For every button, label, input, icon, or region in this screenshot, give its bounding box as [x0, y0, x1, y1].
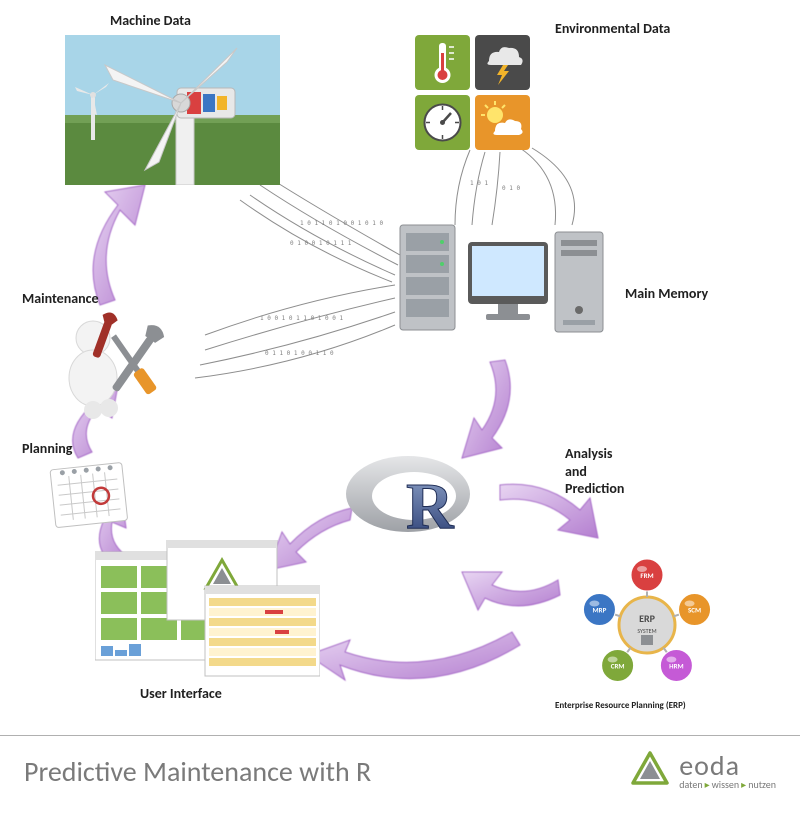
analysis-label: Analysis and Prediction: [565, 445, 624, 498]
planning-label: Planning: [22, 440, 72, 457]
svg-text:1 0 1: 1 0 1: [470, 180, 488, 187]
erp-module-mrp: MRP: [583, 594, 615, 626]
page-title: Predictive Maintenance with R: [24, 754, 371, 789]
logo-tagline: daten▸wissen▸nutzen: [679, 780, 776, 790]
brand-logo: eoda daten▸wissen▸nutzen: [629, 750, 776, 792]
planning-image: [40, 460, 135, 540]
ui-image: eoda: [95, 540, 320, 680]
maintenance-label: Maintenance: [22, 290, 99, 307]
stream-maint-to-memory: [195, 285, 395, 378]
svg-text:SCM: SCM: [688, 606, 701, 615]
erp-module-hrm: HRM: [660, 649, 692, 681]
erp-module-crm: CRM: [602, 649, 634, 681]
svg-text:R: R: [406, 470, 455, 543]
stream-machine-to-memory: [240, 175, 400, 282]
analysis-label-line1: Analysis: [565, 445, 613, 462]
svg-text:0 1 1 0 1 0 0 1 1 0: 0 1 1 0 1 0 0 1 1 0: [265, 350, 334, 357]
footer: Predictive Maintenance with R eoda daten…: [0, 735, 800, 792]
erp-module-scm: SCM: [679, 594, 711, 626]
stream-env-to-memory: [455, 148, 575, 225]
erp-module-frm: FRM: [631, 559, 663, 591]
r-logo: R: [340, 450, 480, 545]
maintenance-image: [55, 310, 195, 420]
arrow-erp-to-analysis-bottom: [462, 572, 560, 610]
svg-text:CRM: CRM: [611, 661, 625, 670]
env-data-tiles: [415, 35, 535, 155]
svg-text:MRP: MRP: [593, 606, 607, 615]
logo-brand-text: eoda: [679, 752, 776, 780]
analysis-label-line2: and: [565, 463, 587, 480]
erp-center-label: ERP: [639, 612, 656, 625]
machine-data-label: Machine Data: [110, 12, 191, 29]
main-memory-label: Main Memory: [625, 285, 708, 302]
analysis-label-line3: Prediction: [565, 480, 624, 497]
svg-text:1 0 1 1 0 1 0 0 1 0 1 0: 1 0 1 1 0 1 0 0 1 0 1 0: [300, 220, 383, 227]
erp-image: ERP SYSTEM FRM SCM HRM CRM MRP: [555, 555, 740, 695]
svg-text:HRM: HRM: [669, 661, 683, 670]
ui-label: User Interface: [140, 685, 222, 702]
svg-text:0 1 0: 0 1 0: [502, 185, 520, 192]
main-memory-image: [390, 220, 610, 350]
svg-text:0 1 0 0 1 0 1 1 1: 0 1 0 0 1 0 1 1 1: [290, 240, 352, 247]
diagram-canvas: 1 0 1 1 0 1 0 0 1 0 1 0 0 1 0 0 1 0 1 1 …: [0, 0, 800, 730]
svg-text:1 0 0 1 0 1 1 0 1 0 0 1: 1 0 0 1 0 1 1 0 1 0 0 1: [260, 315, 343, 322]
machine-data-image: [65, 35, 280, 185]
erp-center-sublabel: SYSTEM: [637, 627, 656, 635]
arrow-maint-to-machine: [93, 185, 145, 305]
svg-text:FRM: FRM: [640, 571, 653, 580]
arrow-bottom-arc: [308, 632, 520, 680]
erp-label: Enterprise Resource Planning (ERP): [555, 700, 686, 711]
env-data-label: Environmental Data: [555, 20, 670, 37]
arrow-memory-to-analysis: [462, 360, 510, 458]
logo-icon: [629, 750, 671, 792]
